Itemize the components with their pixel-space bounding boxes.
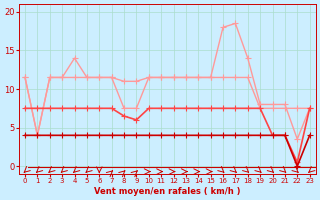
X-axis label: Vent moyen/en rafales ( km/h ): Vent moyen/en rafales ( km/h ): [94, 187, 241, 196]
